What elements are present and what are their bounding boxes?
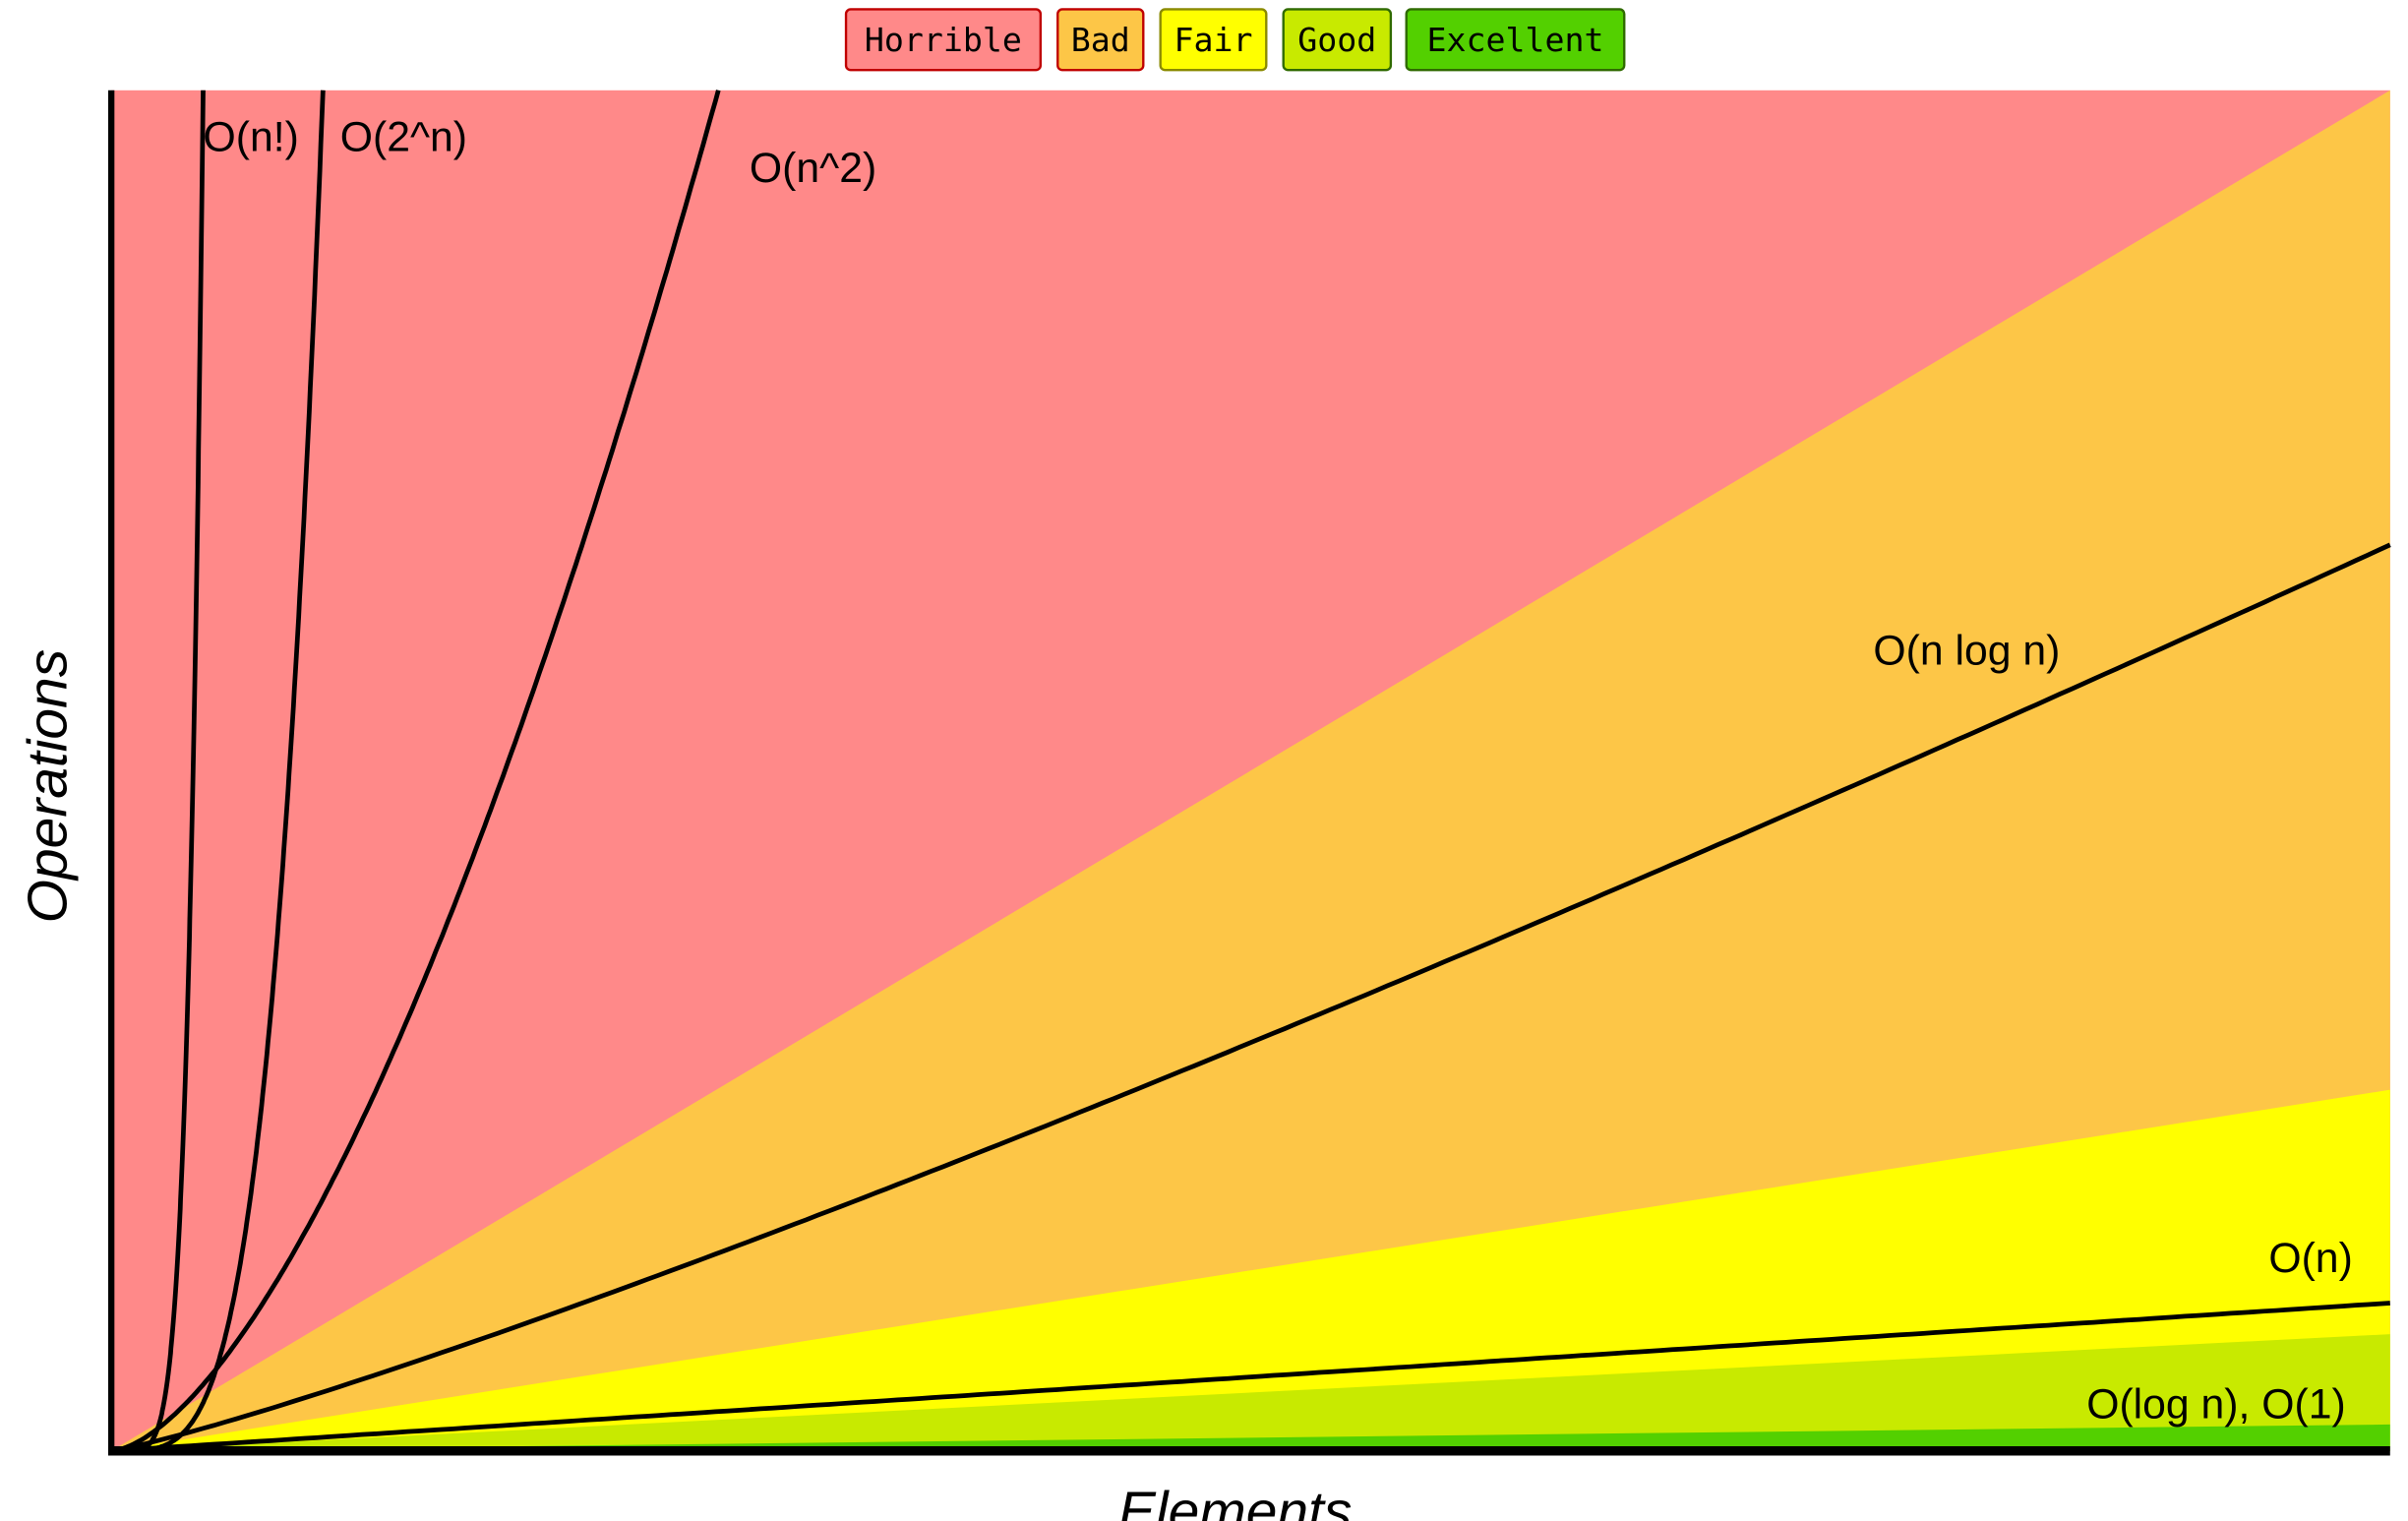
legend-item-good: Good [1282,8,1393,72]
legend-item-bad: Bad [1056,8,1145,72]
svg-text:Horrible: Horrible [865,21,1022,59]
series-label-linear: O(n) [2268,1235,2352,1282]
curve-quadratic [110,90,721,1454]
series-label-quadratic: O(n^2) [750,145,876,192]
region-bad [111,90,2390,1451]
svg-text:Good: Good [1297,21,1376,59]
y-axis-label: Operations [16,649,79,924]
region-good [111,1334,2390,1451]
region-fair [111,1089,2390,1451]
curve-linear [110,1301,2390,1454]
x-axis-label: Elements [1118,1480,1352,1521]
legend-item-horrible: Horrible [844,8,1043,72]
legend-item-fair: Fair [1159,8,1268,72]
svg-text:Fair: Fair [1174,21,1252,59]
series-label-log-constant: O(log n), O(1) [2086,1381,2346,1429]
complexity-regions [111,90,2390,1451]
curve-nlogn [110,542,2391,1454]
svg-text:Bad: Bad [1071,21,1130,59]
legend: Horrible Bad Fair Good Excellent [844,8,1626,72]
series-label-exponential: O(2^n) [340,113,467,160]
series-label-factorial: O(n!) [204,113,299,160]
svg-text:Excellent: Excellent [1426,21,1603,59]
series-label-nlogn: O(n log n) [1873,628,2060,675]
legend-item-excellent: Excellent [1405,8,1626,72]
